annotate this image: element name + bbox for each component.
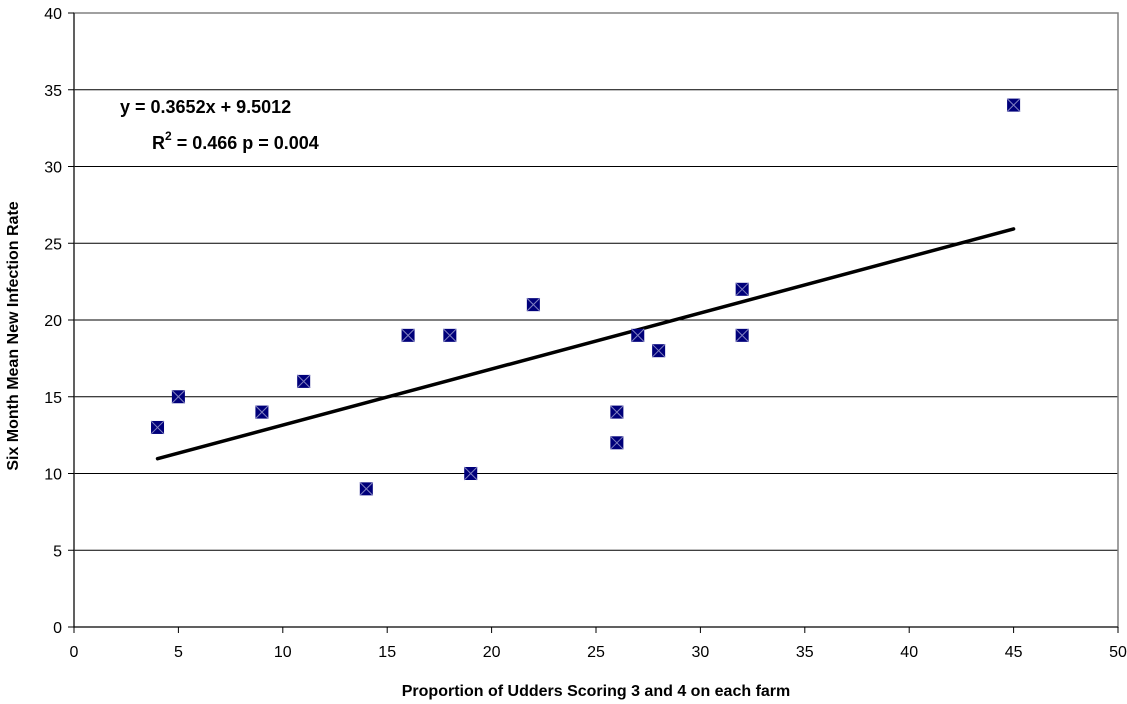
data-point: [150, 420, 165, 435]
x-tick-label: 15: [378, 644, 396, 661]
r-symbol: R: [152, 133, 165, 153]
r-exponent: 2: [165, 129, 172, 143]
data-point: [630, 328, 645, 343]
x-tick-label: 25: [587, 644, 605, 661]
y-axis-title: Six Month Mean New Infection Rate: [5, 201, 22, 470]
y-tick-label: 0: [53, 620, 62, 637]
x-tick-label: 20: [483, 644, 501, 661]
data-point: [359, 481, 374, 496]
data-point: [296, 374, 311, 389]
y-tick-label: 10: [44, 467, 62, 484]
y-tick-label: 40: [44, 6, 62, 23]
data-point: [442, 328, 457, 343]
x-tick-label: 35: [796, 644, 814, 661]
y-tick-label: 15: [44, 390, 62, 407]
y-tick-label: 20: [44, 313, 62, 330]
trendline-group: [155, 227, 1016, 461]
data-point: [651, 343, 666, 358]
r-squared-value: = 0.466 p = 0.004: [172, 133, 319, 153]
x-tick-label: 5: [174, 644, 183, 661]
x-tick-label: 45: [1005, 644, 1023, 661]
axes: 0 5 10 15 20 25 30 35 40 0 5 10 15 20 25 30 35 40 45 50: [44, 6, 1127, 661]
x-tick-label: 50: [1109, 644, 1127, 661]
r-squared-label: R2 = 0.466 p = 0.004: [152, 129, 319, 153]
data-point: [735, 328, 750, 343]
data-point: [401, 328, 415, 343]
y-tick-label: 25: [44, 236, 62, 253]
x-tick-label: 0: [70, 644, 79, 661]
x-tick-label: 40: [900, 644, 918, 661]
data-point: [610, 435, 624, 450]
data-point: [610, 405, 624, 419]
y-tick-label: 5: [53, 543, 62, 560]
trendline: [155, 227, 1016, 461]
x-tick-label: 30: [692, 644, 710, 661]
y-tick-label: 30: [44, 160, 62, 177]
data-point: [255, 405, 269, 419]
data-point: [1006, 98, 1021, 112]
data-point: [463, 466, 478, 481]
x-axis-title: Proportion of Udders Scoring 3 and 4 on …: [402, 683, 791, 700]
data-point: [171, 389, 186, 404]
data-points: [150, 98, 1021, 496]
x-tick-label: 10: [274, 644, 292, 661]
equation-label: y = 0.3652x + 9.5012: [120, 97, 291, 117]
data-point: [526, 297, 541, 312]
gridlines: [74, 12, 1118, 551]
y-tick-label: 35: [44, 83, 62, 100]
data-point: [735, 282, 750, 297]
